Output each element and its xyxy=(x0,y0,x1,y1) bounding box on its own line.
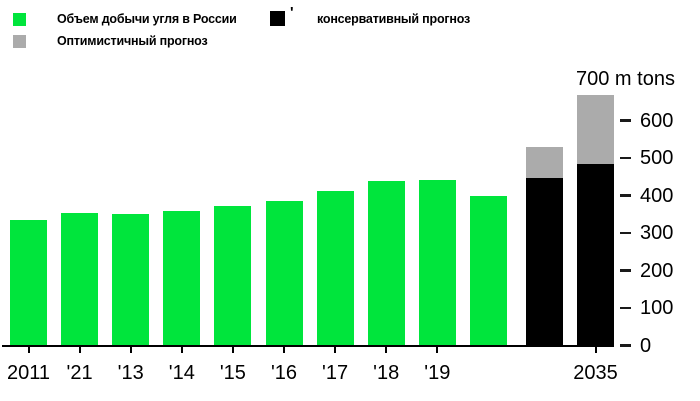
x-axis-label-'14: '14 xyxy=(168,362,195,384)
y-axis-tick-300 xyxy=(620,231,631,235)
y-axis-label-200: 200 xyxy=(640,259,674,282)
y-axis-tick-0 xyxy=(620,344,631,347)
bar-optimistic-2035 xyxy=(577,95,614,164)
x-axis-label-'18: '18 xyxy=(373,362,400,384)
y-axis-tick-400 xyxy=(620,194,631,197)
legend-swatch-conservative-icon xyxy=(270,11,285,26)
x-axis-tick-'14 xyxy=(180,347,183,353)
y-axis-label-100: 100 xyxy=(640,297,674,319)
x-axis-tick-'15 xyxy=(231,347,234,353)
x-axis-tick-'17 xyxy=(334,347,337,353)
y-axis-tick-100 xyxy=(620,306,631,310)
bar-production-'16 xyxy=(265,200,303,346)
y-axis-label-400: 400 xyxy=(640,184,674,207)
bar-production-2011 xyxy=(10,219,47,346)
bar-production-'21 xyxy=(61,212,99,346)
x-axis-label-'17: '17 xyxy=(322,362,349,384)
bar-production-'15 xyxy=(214,205,252,346)
bar-production-'18 xyxy=(367,180,405,346)
legend-label-production: Объем добычи угля в России xyxy=(57,12,237,26)
x-axis-tick-'18 xyxy=(385,347,388,353)
legend-swatch-optimistic-icon xyxy=(13,35,26,48)
x-axis-tick-2035 xyxy=(594,347,597,353)
x-axis-label-'15: '15 xyxy=(219,362,246,384)
x-axis-tick-'19 xyxy=(436,347,439,353)
bar-conservative-unlabeled-10 xyxy=(525,177,563,346)
bar-production-unlabeled-9 xyxy=(469,196,507,346)
x-axis-tick-'16 xyxy=(283,347,285,353)
y-axis-tick-200 xyxy=(620,269,631,272)
y-axis-tick-600 xyxy=(620,119,631,122)
bar-production-'19 xyxy=(418,180,456,346)
x-axis-label-'21: '21 xyxy=(66,362,93,384)
y-axis-label-600: 600 xyxy=(640,109,674,132)
bar-conservative-2035 xyxy=(577,163,614,346)
bar-production-'14 xyxy=(163,211,201,346)
x-axis-tick-'13 xyxy=(129,347,132,353)
y-axis-tick-500 xyxy=(620,156,631,160)
y-axis-label-300: 300 xyxy=(640,222,674,244)
bar-production-'17 xyxy=(316,191,354,346)
x-axis-label-2035: 2035 xyxy=(573,362,618,384)
legend-label-optimistic: Оптимистичный прогноз xyxy=(57,34,208,48)
legend-apostrophe-mark: ' xyxy=(290,4,294,21)
y-axis-title: 700 m tons xyxy=(576,68,675,90)
bar-production-'13 xyxy=(112,213,150,346)
x-axis-tick-'21 xyxy=(78,347,81,353)
y-axis-label-500: 500 xyxy=(640,147,674,169)
x-axis-tick-2011 xyxy=(27,347,30,353)
x-axis-label-'13: '13 xyxy=(117,362,144,384)
x-axis-label-'19: '19 xyxy=(424,362,451,384)
x-axis-line xyxy=(2,345,614,347)
x-axis-label-2011: 2011 xyxy=(6,362,50,384)
legend-label-conservative: консервативный прогноз xyxy=(317,12,471,26)
y-axis-label-0: 0 xyxy=(640,334,652,357)
legend-swatch-production-icon xyxy=(13,13,26,26)
x-axis-label-'16: '16 xyxy=(270,362,298,384)
bar-optimistic-unlabeled-10 xyxy=(525,146,563,178)
